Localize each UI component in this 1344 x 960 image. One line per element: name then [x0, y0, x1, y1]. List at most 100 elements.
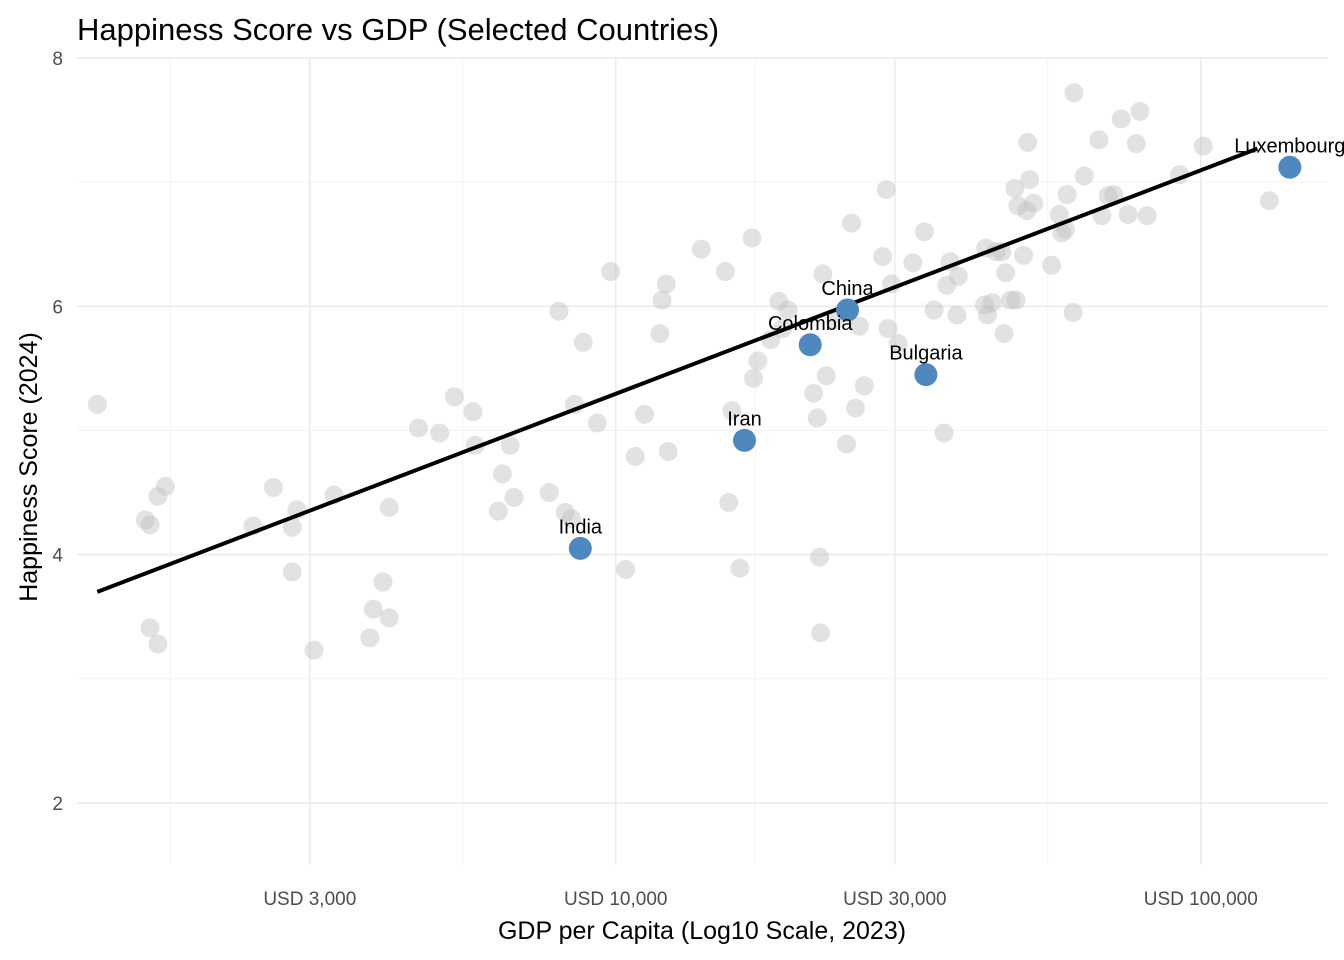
- background-point: [778, 300, 798, 320]
- x-tick-label: USD 100,000: [1144, 889, 1258, 910]
- highlight-point: [568, 536, 592, 560]
- background-point: [1126, 134, 1146, 154]
- background-point: [1111, 109, 1131, 129]
- background-point: [500, 435, 520, 455]
- background-point: [555, 502, 575, 522]
- background-point: [373, 572, 393, 592]
- background-point: [807, 408, 827, 428]
- highlight-label: Iran: [727, 408, 761, 430]
- background-point: [873, 247, 893, 267]
- background-point: [1014, 245, 1034, 265]
- background-point: [379, 608, 399, 628]
- background-point: [408, 418, 428, 438]
- axis-ticks: 2 4 6 8 USD 3,000 USD 10,000 USD 30,000 USD 100…: [52, 49, 1257, 910]
- y-axis-title: Happiness Score (2024): [15, 332, 43, 602]
- background-point: [948, 267, 968, 287]
- background-point: [135, 510, 155, 530]
- background-point: [888, 334, 908, 354]
- x-tick-label: USD 30,000: [843, 889, 947, 910]
- background-point: [804, 383, 824, 403]
- background-point: [561, 509, 581, 529]
- y-tick-label: 8: [52, 49, 63, 70]
- y-tick-label: 2: [52, 794, 63, 815]
- background-point: [304, 640, 324, 660]
- highlighted-points: [568, 155, 1302, 560]
- background-point: [730, 558, 750, 578]
- background-point: [878, 319, 898, 339]
- background-point: [1063, 303, 1083, 323]
- background-point: [719, 492, 739, 512]
- background-point: [148, 634, 168, 654]
- highlight-label: Bulgaria: [889, 343, 963, 365]
- background-point: [811, 623, 831, 643]
- background-point: [1042, 255, 1062, 275]
- background-point: [742, 228, 762, 248]
- background-points: [87, 83, 1279, 660]
- background-point: [924, 300, 944, 320]
- background-point: [1020, 170, 1040, 190]
- highlight-point: [836, 298, 860, 322]
- background-point: [937, 275, 957, 295]
- background-point: [813, 264, 833, 284]
- background-point: [656, 274, 676, 294]
- background-point: [1005, 178, 1025, 198]
- background-point: [539, 483, 559, 503]
- background-point: [836, 434, 856, 454]
- background-point: [1024, 193, 1044, 213]
- background-point: [488, 501, 508, 521]
- highlight-label: China: [821, 278, 874, 300]
- background-point: [148, 486, 168, 506]
- background-point: [982, 293, 1002, 313]
- background-point: [1098, 186, 1118, 206]
- background-point: [722, 401, 742, 421]
- background-point: [846, 398, 866, 418]
- background-point: [1052, 223, 1072, 243]
- background-point: [994, 324, 1014, 344]
- x-tick-label: USD 3,000: [263, 889, 356, 910]
- highlight-label: Colombia: [768, 313, 853, 335]
- background-point: [1057, 185, 1077, 205]
- background-point: [1118, 204, 1138, 224]
- highlight-point: [732, 428, 756, 452]
- y-tick-label: 6: [52, 297, 63, 318]
- background-point: [947, 305, 967, 325]
- background-point: [1137, 206, 1157, 226]
- background-point: [549, 301, 569, 321]
- background-point: [444, 387, 464, 407]
- background-point: [691, 239, 711, 259]
- grid: [77, 57, 1328, 865]
- background-point: [492, 464, 512, 484]
- background-point: [1017, 201, 1037, 221]
- background-point: [1259, 191, 1279, 211]
- background-point: [1130, 101, 1150, 121]
- background-point: [854, 376, 874, 396]
- background-point: [1049, 204, 1069, 224]
- background-point: [652, 290, 672, 310]
- background-point: [430, 423, 450, 443]
- background-point: [1064, 83, 1084, 103]
- background-point: [263, 478, 283, 498]
- background-point: [573, 332, 593, 352]
- background-point: [1089, 130, 1109, 150]
- background-point: [1018, 132, 1038, 152]
- background-point: [658, 442, 678, 462]
- background-point: [363, 599, 383, 619]
- background-point: [1104, 185, 1124, 205]
- background-point: [903, 253, 923, 273]
- background-point: [914, 222, 934, 242]
- background-point: [1006, 290, 1026, 310]
- background-point: [1074, 166, 1094, 186]
- trend-line-group: [96, 146, 1259, 594]
- background-point: [978, 305, 998, 325]
- background-point: [1008, 196, 1028, 216]
- background-point: [140, 618, 160, 638]
- background-point: [360, 628, 380, 648]
- background-point: [1193, 136, 1213, 156]
- background-point: [616, 560, 636, 580]
- background-point: [816, 366, 836, 386]
- background-point: [140, 515, 160, 535]
- highlight-point: [914, 363, 938, 387]
- background-point: [975, 295, 995, 315]
- background-point: [876, 180, 896, 200]
- trend-line: [96, 146, 1259, 594]
